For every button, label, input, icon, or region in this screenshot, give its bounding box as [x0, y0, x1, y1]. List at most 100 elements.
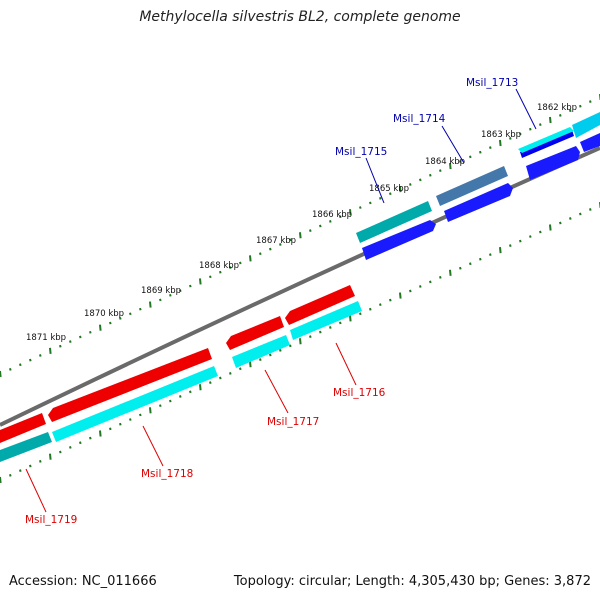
major-tick: [499, 139, 502, 147]
gene-msil-1718[interactable]: [48, 348, 218, 442]
major-tick: [399, 292, 402, 299]
major-tick: [499, 247, 502, 254]
minor-tick: [9, 473, 12, 477]
minor-tick: [279, 349, 282, 352]
gene-label-msil-1713[interactable]: Msil_1713: [466, 77, 518, 89]
gene-msil-1714[interactable]: [436, 166, 513, 222]
minor-tick: [139, 413, 142, 417]
minor-tick: [189, 284, 192, 288]
major-tick: [349, 209, 352, 216]
major-tick: [0, 370, 2, 378]
gene-msil-1716[interactable]: [285, 285, 362, 340]
accession-text: Accession: NC_011666: [9, 574, 157, 589]
minor-tick: [109, 321, 112, 325]
leader-msil-1717: [264, 369, 289, 414]
minor-tick: [459, 266, 462, 270]
major-tick: [449, 162, 452, 170]
minor-tick: [469, 155, 472, 159]
major-tick: [0, 476, 2, 484]
minor-tick: [289, 344, 292, 348]
major-tick: [549, 116, 552, 124]
tick-label-1864: 1864 kbp: [425, 157, 465, 167]
tick-label-1869: 1869 kbp: [141, 286, 181, 296]
minor-tick: [139, 307, 142, 311]
major-tick: [49, 347, 52, 354]
minor-tick: [429, 173, 432, 177]
minor-tick: [509, 244, 512, 247]
gene-msil-1719[interactable]: [0, 413, 52, 462]
major-tick: [399, 186, 402, 193]
minor-tick: [389, 298, 392, 302]
minor-tick: [289, 238, 292, 242]
gene-label-msil-1717[interactable]: Msil_1717: [267, 416, 319, 428]
minor-tick: [9, 368, 12, 371]
minor-tick: [319, 224, 322, 228]
minor-tick: [489, 253, 492, 257]
minor-tick: [29, 464, 32, 468]
minor-tick: [159, 404, 162, 408]
minor-tick: [159, 298, 162, 302]
gene-label-msil-1719[interactable]: Msil_1719: [25, 514, 77, 526]
minor-tick: [229, 266, 232, 269]
minor-tick: [129, 418, 132, 421]
minor-tick: [59, 450, 62, 454]
minor-tick: [409, 289, 412, 293]
minor-tick: [209, 381, 212, 384]
minor-tick: [259, 252, 262, 256]
minor-tick: [519, 132, 522, 136]
leader-msil-1713: [515, 88, 537, 130]
major-tick: [99, 430, 102, 437]
minor-tick: [269, 353, 272, 357]
major-tick: [549, 224, 552, 231]
minor-tick: [389, 192, 392, 196]
gene-label-msil-1714[interactable]: Msil_1714: [393, 113, 446, 125]
gene-msil-1715[interactable]: [356, 201, 436, 260]
gene-label-msil-1715[interactable]: Msil_1715: [335, 146, 387, 158]
tick-label-1866: 1866 kbp: [312, 210, 352, 220]
minor-tick: [379, 196, 382, 200]
gene-label-msil-1718[interactable]: Msil_1718: [141, 468, 193, 480]
minor-tick: [219, 376, 222, 380]
tick-label-1865: 1865 kbp: [369, 184, 409, 194]
minor-tick: [69, 446, 72, 449]
leader-msil-1718: [142, 425, 164, 467]
minor-tick: [309, 335, 312, 339]
minor-tick: [19, 363, 22, 367]
minor-tick: [439, 169, 442, 173]
minor-tick: [519, 239, 522, 243]
minor-tick: [459, 160, 462, 163]
minor-tick: [109, 427, 112, 431]
gene-label-msil-1716[interactable]: Msil_1716: [333, 387, 386, 399]
minor-tick: [339, 321, 342, 325]
minor-tick: [179, 395, 182, 398]
tick-label-1868: 1868 kbp: [199, 261, 239, 271]
minor-tick: [489, 146, 492, 149]
minor-tick: [169, 399, 172, 403]
major-tick: [149, 407, 152, 414]
gene-msil-1713[interactable]: [518, 112, 600, 180]
minor-tick: [369, 201, 372, 205]
minor-tick: [409, 183, 412, 186]
major-tick: [199, 278, 202, 285]
minor-tick: [239, 367, 242, 371]
minor-tick: [19, 469, 22, 473]
leader-msil-1716: [335, 342, 357, 386]
tick-label-1870: 1870 kbp: [84, 309, 124, 319]
minor-tick: [39, 354, 42, 357]
minor-tick: [59, 344, 62, 348]
genome-backbone: [0, 146, 600, 427]
gene-msil-1717[interactable]: [226, 316, 290, 368]
major-tick: [99, 324, 102, 331]
minor-tick: [119, 422, 122, 426]
minor-tick: [429, 280, 432, 284]
major-tick: [299, 338, 302, 345]
major-tick: [449, 269, 452, 276]
major-tick: [349, 315, 352, 322]
minor-tick: [29, 358, 32, 362]
major-tick: [49, 453, 52, 460]
minor-tick: [219, 270, 222, 274]
minor-tick: [119, 317, 122, 320]
minor-tick: [479, 257, 482, 261]
minor-tick: [269, 247, 272, 251]
